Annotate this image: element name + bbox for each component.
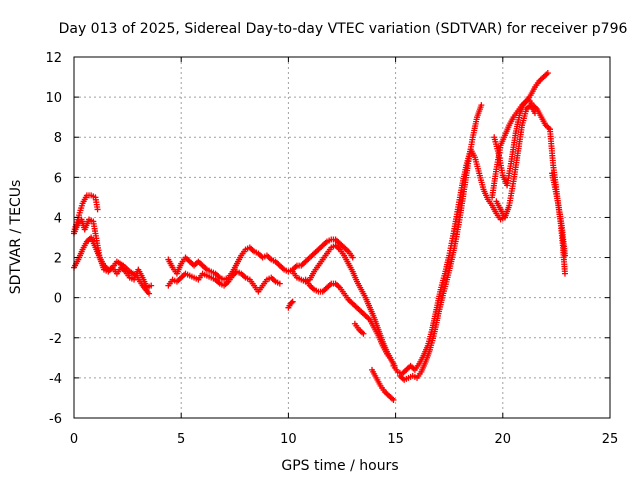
x-tick-label: 25	[602, 432, 619, 447]
y-tick-label: -2	[49, 332, 62, 347]
data-point	[289, 298, 296, 305]
data-point	[360, 330, 367, 337]
data-point	[561, 270, 568, 277]
x-tick-label: 10	[280, 432, 297, 447]
data-point	[349, 254, 356, 261]
plot-frame	[73, 56, 611, 419]
data-point	[148, 282, 155, 289]
x-tick-label: 20	[495, 432, 512, 447]
x-tick-label: 0	[70, 432, 78, 447]
data-points	[71, 70, 568, 403]
y-tick-label: 6	[54, 171, 62, 186]
y-tick-label: 2	[54, 252, 62, 267]
data-point	[544, 70, 551, 77]
axis-ticks: 0 5 10 15 20 25 -6 -4 -2 0 2 4 6 8 10 12	[45, 51, 618, 447]
data-point	[390, 396, 397, 403]
x-axis-label: GPS time / hours	[281, 458, 398, 474]
data-point	[288, 299, 295, 306]
data-point	[531, 110, 538, 117]
y-tick-label: 10	[45, 91, 62, 106]
data-point	[276, 280, 283, 287]
data-point	[561, 252, 568, 259]
data-point	[94, 206, 101, 213]
y-axis-label: SDTVAR / TECUs	[8, 180, 24, 295]
x-tick-label: 5	[177, 432, 185, 447]
y-tick-label: 12	[45, 51, 62, 66]
y-tick-label: 0	[54, 292, 62, 307]
y-tick-label: 4	[54, 211, 62, 226]
y-tick-label: -4	[49, 372, 62, 387]
chart-title: Day 013 of 2025, Sidereal Day-to-day VTE…	[59, 21, 628, 37]
x-tick-label: 15	[387, 432, 404, 447]
data-point	[478, 102, 485, 109]
data-point	[146, 290, 153, 297]
y-tick-label: -6	[49, 412, 62, 427]
grid	[74, 57, 610, 418]
y-tick-label: 8	[54, 131, 62, 146]
